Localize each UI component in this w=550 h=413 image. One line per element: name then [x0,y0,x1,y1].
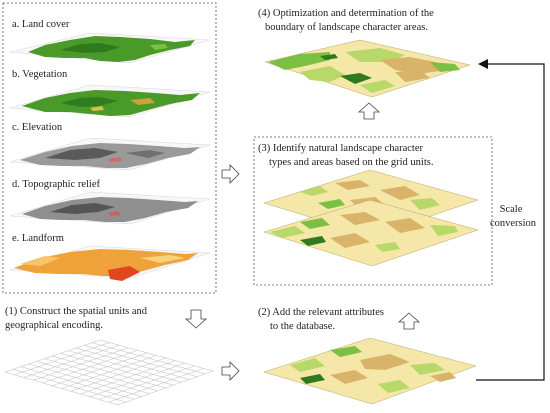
character-areas-map-lower [263,199,479,267]
arrow-up-icon [357,102,381,120]
topographic-relief-map [9,191,211,225]
layer-label-land-cover: a. Land cover [12,19,70,30]
spatial-grid [4,339,214,406]
step1-title-line2: geographical encoding. [5,320,103,331]
layer-label-vegetation: b. Vegetation [12,69,68,80]
layer-label-topographic-relief: d. Topographic relief [12,179,101,190]
grid-line [76,347,190,380]
arrow-up-icon [397,312,421,330]
grid-line [68,350,182,383]
step3-title-line1: (3) Identify natural landscape character [258,143,423,154]
grid-line [99,365,195,400]
grid-line [108,368,204,403]
scale-conversion-connector [476,63,545,381]
arrow-down-icon [184,309,208,329]
step3-frame [253,136,493,286]
grid-line [92,342,206,375]
arrowhead-icon [478,59,488,69]
side-label-line2: conversion [490,218,537,229]
step4-title-line2: boundary of landscape character areas. [265,22,428,33]
step3-title-line2: types and areas based on the grid units. [269,157,433,168]
layer-label-elevation: c. Elevation [12,122,63,133]
step1-title-line1: (1) Construct the spatial units and [5,306,148,317]
grid-line [117,370,214,406]
land-cover-map [9,32,211,64]
attribute-database-map [263,337,477,405]
vegetation-map [9,84,211,118]
step2-title-line1: (2) Add the relevant attributes [258,307,384,318]
grid-line [99,339,214,372]
layer-stack-frame [2,2,217,294]
grid-line [60,353,174,386]
elevation-map [9,137,211,171]
grid-line [84,345,198,377]
arrow-right-icon [221,164,240,184]
landscape-character-areas-map [264,39,471,98]
landform-map [9,245,211,281]
step2-title-line2: to the database. [270,321,335,332]
side-label-line1: Scale [500,204,523,215]
step4-title-line1: (4) Optimization and determination of th… [258,8,434,19]
arrow-right-icon [221,361,240,381]
layer-label-landform: e. Landform [12,233,64,244]
